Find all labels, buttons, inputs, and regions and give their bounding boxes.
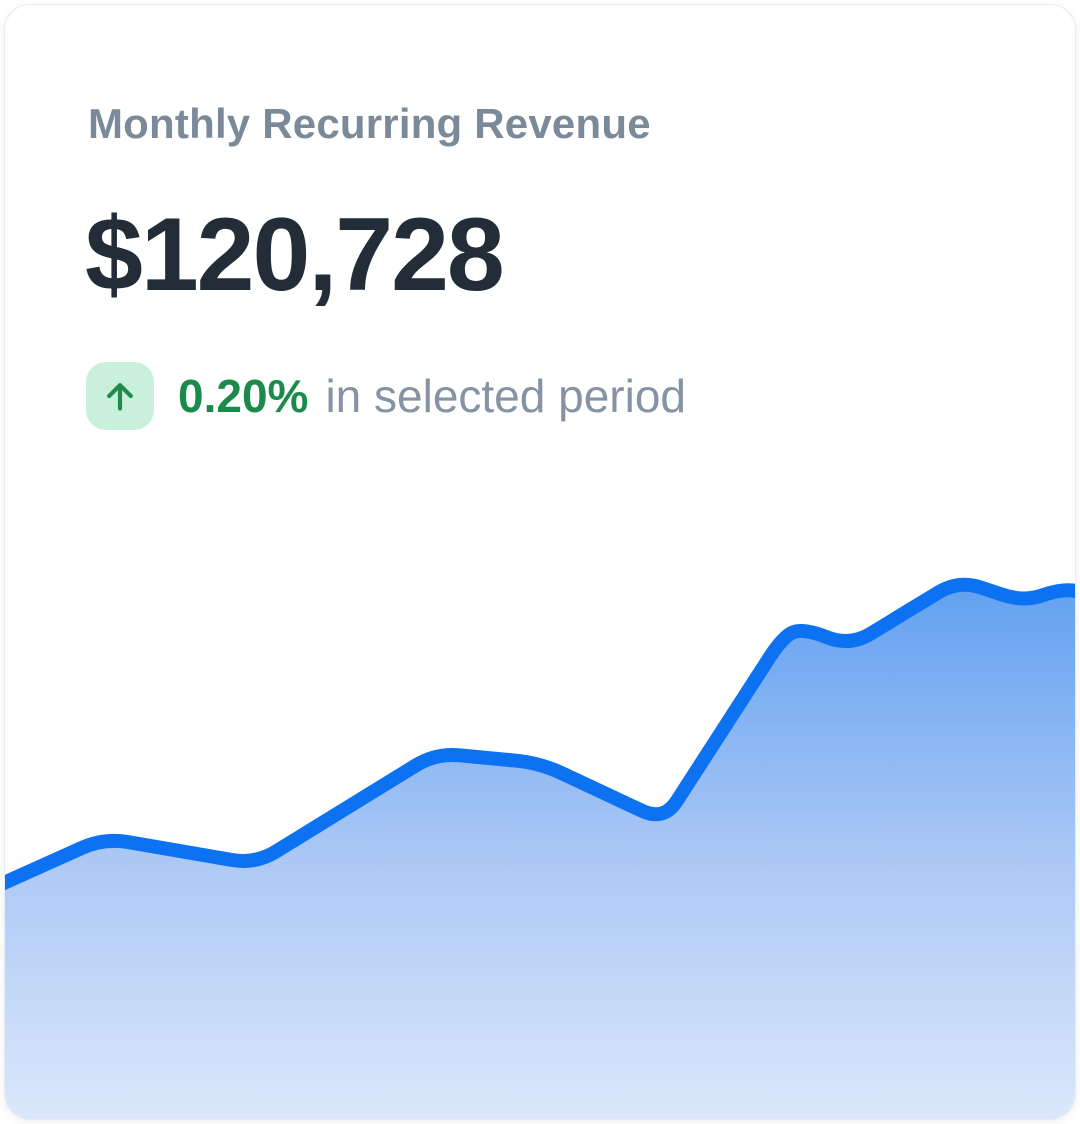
trend-up-badge [86,362,154,430]
delta-row: 0.20% in selected period [86,362,686,430]
chart-area-fill [5,584,1075,1119]
mrr-value: $120,728 [85,197,505,313]
card-title: Monthly Recurring Revenue [88,100,651,147]
area-chart-svg [5,577,1075,1119]
chart-line [5,577,1075,891]
delta-percent: 0.20% [178,370,309,422]
arrow-up-icon [100,376,140,416]
mrr-metric-card: Monthly Recurring Revenue $120,728 0.20%… [4,4,1076,1120]
revenue-area-chart [5,545,1075,1119]
delta-caption: in selected period [325,370,687,422]
